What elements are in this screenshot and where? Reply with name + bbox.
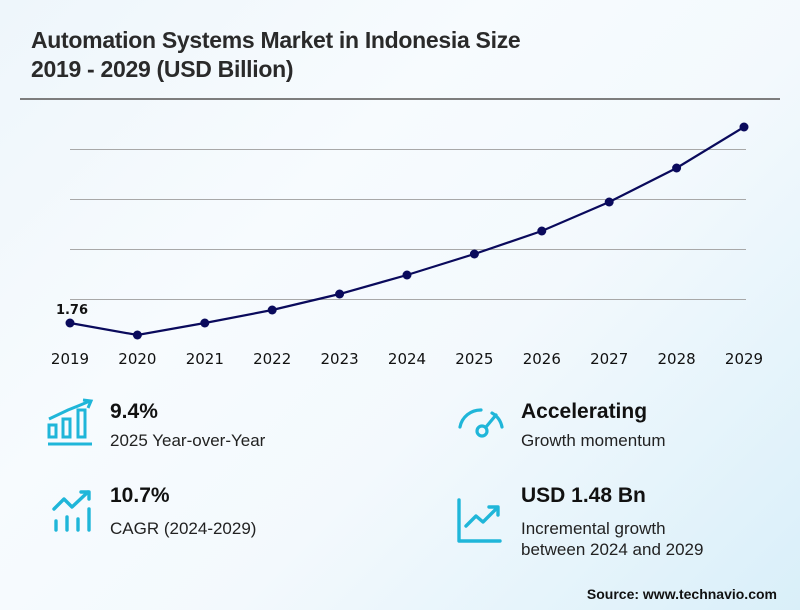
x-axis-label-2024: 2024 — [388, 350, 426, 368]
stat-cagr-label: CAGR (2024-2029) — [110, 519, 257, 538]
gridlines — [70, 149, 746, 300]
source-credit: Source: www.technavio.com — [586, 586, 777, 602]
trend-up-bars-icon — [52, 490, 91, 532]
data-point-2029 — [739, 122, 749, 132]
data-point-2026 — [537, 226, 547, 236]
stat-incremental-label-line1: Incremental growth — [521, 519, 666, 538]
chart-title-line2: 2019 - 2029 (USD Billion) — [31, 56, 294, 82]
x-axis-label-2021: 2021 — [186, 350, 224, 368]
x-axis-labels: 2019 2020 2021 2022 2023 2024 2025 2026 2027 2028… — [51, 350, 763, 368]
x-axis-label-2023: 2023 — [321, 350, 359, 368]
line-chart: 2019 2020 2021 2022 2023 2024 2025 2026 2027 2028… — [51, 122, 763, 368]
line-chart-growth-icon — [457, 498, 502, 543]
data-points — [65, 122, 749, 340]
data-point-2025 — [469, 249, 479, 259]
stat-incremental-label-line2: between 2024 and 2029 — [521, 540, 704, 559]
data-point-2028 — [672, 163, 682, 173]
chart-title-line1: Automation Systems Market in Indonesia S… — [31, 27, 521, 53]
x-axis-label-2029: 2029 — [725, 350, 763, 368]
stat-momentum-label: Growth momentum — [521, 431, 666, 450]
data-point-2023 — [335, 289, 345, 299]
x-axis-label-2025: 2025 — [455, 350, 493, 368]
data-point-2024 — [402, 270, 412, 280]
stat-yoy-value: 9.4% — [110, 400, 158, 423]
x-axis-label-2028: 2028 — [658, 350, 696, 368]
bar-chart-growth-icon — [47, 398, 94, 446]
x-axis-label-2020: 2020 — [118, 350, 156, 368]
data-point-2021 — [200, 318, 210, 328]
series-line — [69, 126, 745, 337]
title-divider — [20, 98, 780, 100]
stat-yoy-label: 2025 Year-over-Year — [110, 431, 266, 450]
stat-cagr-value: 10.7% — [110, 484, 170, 507]
data-point-2020 — [132, 330, 142, 340]
x-axis-label-2027: 2027 — [590, 350, 628, 368]
stat-momentum-value: Accelerating — [521, 400, 648, 423]
stat-incremental-value: USD 1.48 Bn — [521, 484, 646, 507]
data-label-2019: 1.76 — [56, 303, 88, 318]
data-point-2027 — [604, 197, 614, 207]
data-point-2022 — [267, 305, 277, 315]
x-axis-label-2026: 2026 — [523, 350, 561, 368]
speedometer-icon — [458, 408, 504, 438]
chart-title: Automation Systems Market in Indonesia S… — [31, 26, 521, 84]
x-axis-label-2019: 2019 — [51, 350, 89, 368]
data-point-2019 — [65, 318, 75, 328]
x-axis-label-2022: 2022 — [253, 350, 291, 368]
